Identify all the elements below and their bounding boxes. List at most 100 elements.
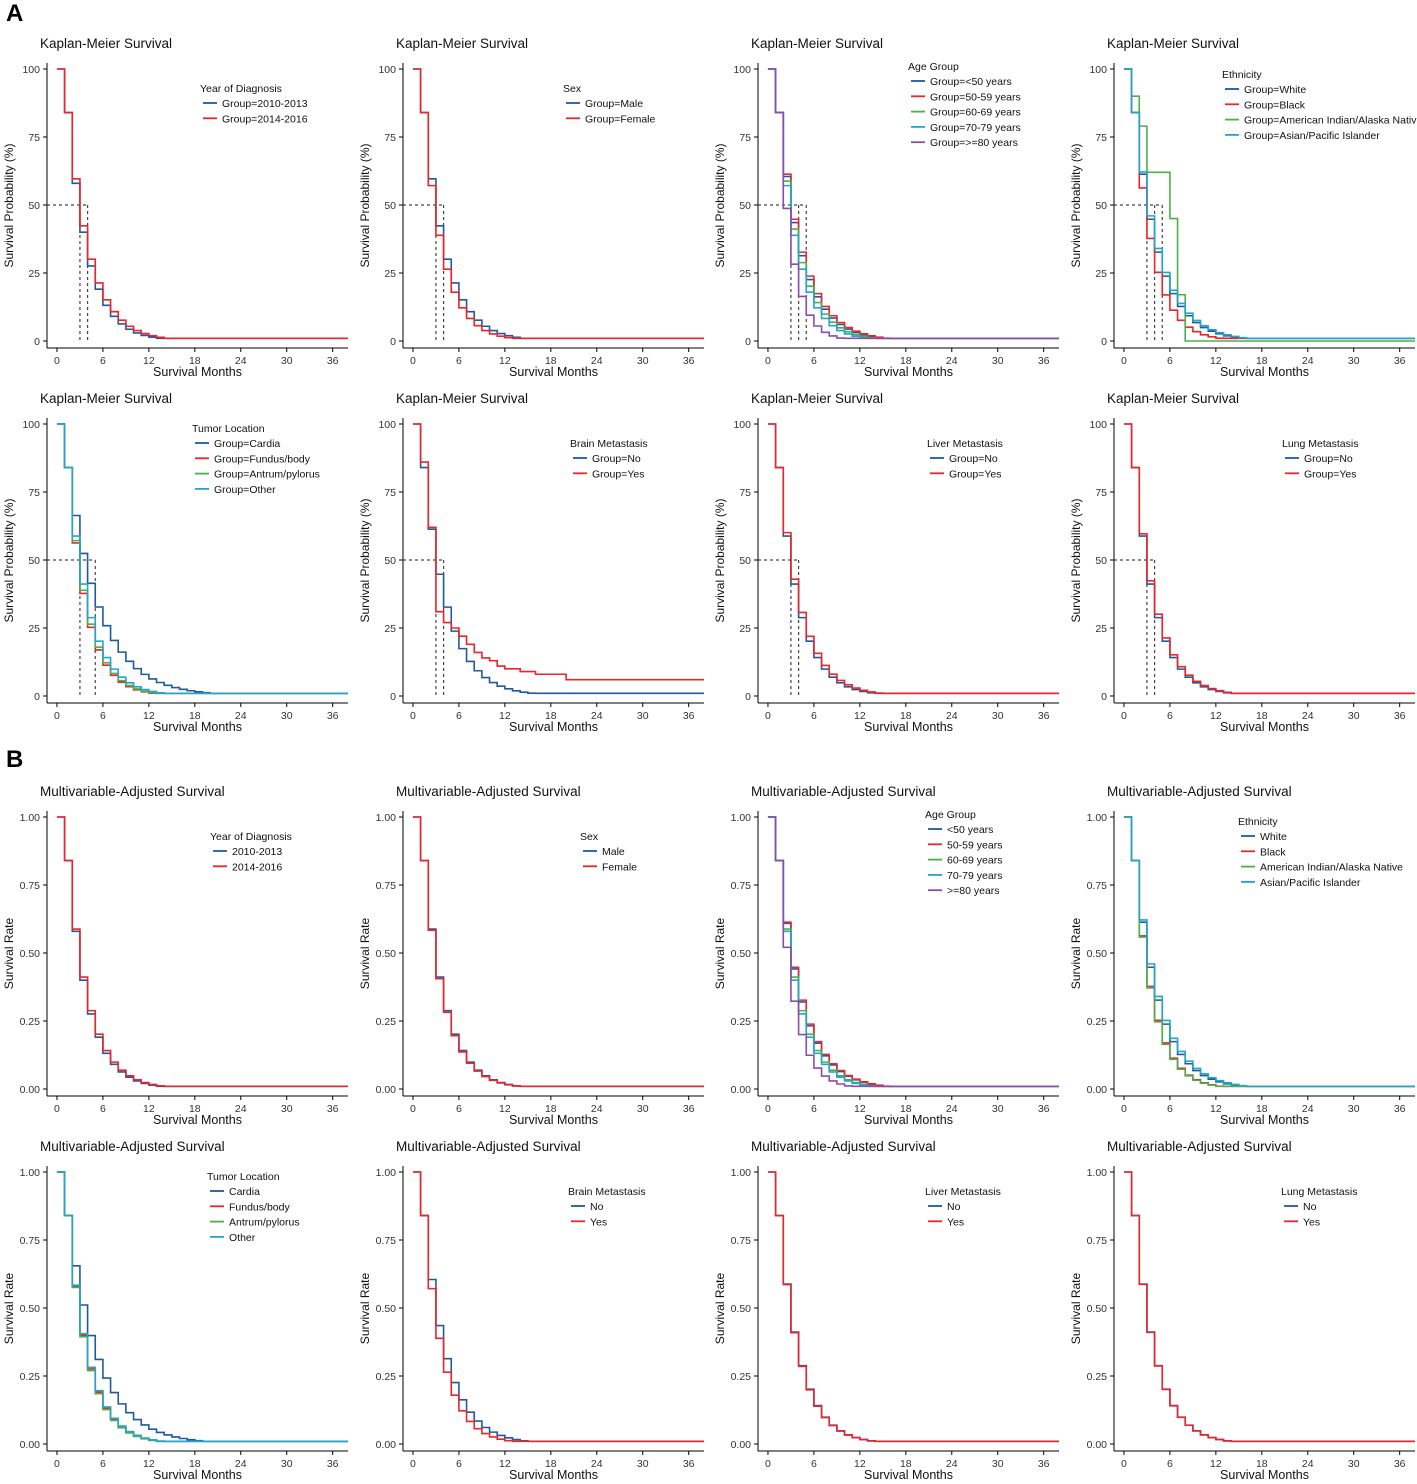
chart-title: Kaplan-Meier Survival: [751, 391, 883, 406]
y-tick-label: 0.50: [731, 1303, 752, 1315]
survival-curve-2: [767, 1171, 1059, 1443]
survival-curve-1: [412, 816, 704, 1088]
x-tick-label: 30: [637, 710, 649, 722]
y-axis-label: Survival Rate: [358, 918, 372, 990]
x-tick-label: 36: [1038, 355, 1050, 367]
legend-entry: <50 years: [947, 824, 993, 836]
legend-entry: No: [947, 1201, 961, 1213]
x-tick-label: 0: [1121, 710, 1127, 722]
x-tick-label: 6: [1167, 1458, 1173, 1470]
y-tick-label: 75: [1095, 132, 1107, 144]
chart-title: Multivariable-Adjusted Survival: [1107, 784, 1292, 799]
x-tick-label: 24: [1302, 710, 1314, 722]
y-tick-label: 50: [739, 200, 751, 212]
y-tick-label: 0: [745, 691, 751, 703]
y-tick-label: 0: [745, 336, 751, 348]
x-tick-label: 12: [143, 1458, 155, 1470]
survival-curve-4: [56, 423, 348, 695]
y-tick-label: 0.75: [1087, 1235, 1108, 1247]
survival-curve-1: [767, 423, 1059, 695]
x-tick-label: 6: [100, 710, 106, 722]
y-tick-label: 0.50: [20, 948, 41, 960]
x-tick-label: 0: [765, 1458, 771, 1470]
legend-title: Year of Diagnosis: [200, 83, 282, 95]
legend-entry: Male: [602, 846, 625, 858]
x-tick-label: 6: [456, 1458, 462, 1470]
x-tick-label: 18: [1256, 1103, 1268, 1115]
y-tick-label: 50: [384, 200, 396, 212]
y-tick-label: 75: [1095, 487, 1107, 499]
survival-curve-1: [412, 423, 704, 695]
legend-entry: Yes: [1303, 1216, 1320, 1228]
x-tick-label: 18: [545, 1458, 557, 1470]
x-tick-label: 18: [545, 355, 557, 367]
x-tick-label: 18: [900, 355, 912, 367]
y-tick-label: 1.00: [20, 1167, 41, 1179]
y-tick-label: 0.50: [20, 1303, 41, 1315]
y-tick-label: 0.25: [376, 1371, 397, 1383]
legend-entry: Group=White: [1244, 84, 1306, 96]
legend-entry: >=80 years: [947, 885, 1000, 897]
chart-panel-10: Multivariable-Adjusted Survival 0.00 0.25 0…: [358, 784, 704, 1127]
x-tick-label: 30: [992, 1458, 1004, 1470]
y-axis-label: Survival Probability (%): [1069, 498, 1083, 622]
x-tick-label: 36: [327, 1458, 339, 1470]
chart-panel-7: Kaplan-Meier Survival 0 25 50 75 100 0 6 12 18 24 3…: [713, 391, 1059, 734]
chart-title: Multivariable-Adjusted Survival: [1107, 1139, 1292, 1154]
y-tick-label: 0.50: [376, 948, 397, 960]
y-axis-label: Survival Rate: [358, 1273, 372, 1345]
y-tick-label: 0: [390, 336, 396, 348]
chart-panel-13: Multivariable-Adjusted Survival 0.00 0.25 0…: [2, 1139, 348, 1482]
y-tick-label: 100: [22, 419, 40, 431]
y-tick-label: 25: [28, 623, 40, 635]
chart-title: Kaplan-Meier Survival: [1107, 36, 1239, 51]
y-tick-label: 50: [28, 200, 40, 212]
y-tick-label: 0.75: [731, 1235, 752, 1247]
x-axis-label: Survival Months: [1220, 1113, 1309, 1127]
legend-title: Liver Metastasis: [927, 438, 1003, 450]
x-tick-label: 0: [765, 710, 771, 722]
y-tick-label: 25: [1095, 268, 1107, 280]
y-axis-label: Survival Rate: [713, 1273, 727, 1345]
y-axis-label: Survival Probability (%): [2, 143, 16, 267]
x-tick-label: 30: [637, 1458, 649, 1470]
x-tick-label: 12: [143, 355, 155, 367]
legend-entry: Group=No: [949, 453, 998, 465]
chart-title: Multivariable-Adjusted Survival: [751, 1139, 936, 1154]
chart-title: Kaplan-Meier Survival: [1107, 391, 1239, 406]
survival-curve-2: [412, 1171, 704, 1443]
y-tick-label: 0: [1101, 336, 1107, 348]
y-tick-label: 0: [34, 691, 40, 703]
survival-curve-1: [56, 816, 348, 1088]
y-tick-label: 100: [733, 419, 751, 431]
y-tick-label: 0.50: [731, 948, 752, 960]
x-tick-label: 18: [900, 710, 912, 722]
legend-title: Sex: [580, 831, 599, 843]
legend-entry: Group=Other: [214, 484, 276, 496]
y-tick-label: 25: [384, 623, 396, 635]
legend-title: Lung Metastasis: [1281, 1186, 1357, 1198]
x-tick-label: 24: [591, 1103, 603, 1115]
x-axis-label: Survival Months: [509, 720, 598, 734]
survival-curve-4: [767, 816, 1059, 1088]
y-tick-label: 1.00: [1087, 1167, 1108, 1179]
survival-curve-4: [1123, 816, 1415, 1088]
y-tick-label: 0.75: [20, 1235, 41, 1247]
chart-panel-6: Kaplan-Meier Survival 0 25 50 75 100 0 6 12 18 24 3…: [358, 391, 704, 734]
y-tick-label: 0: [34, 336, 40, 348]
x-tick-label: 6: [811, 710, 817, 722]
x-tick-label: 6: [100, 355, 106, 367]
x-tick-label: 24: [946, 710, 958, 722]
chart-panel-16: Multivariable-Adjusted Survival 0.00 0.25 0…: [1069, 1139, 1415, 1482]
x-tick-label: 6: [1167, 355, 1173, 367]
legend-entry: No: [1303, 1201, 1317, 1213]
survival-curve-1: [767, 816, 1059, 1088]
x-tick-label: 24: [235, 1103, 247, 1115]
chart-title: Multivariable-Adjusted Survival: [396, 1139, 581, 1154]
legend-title: Ethnicity: [1238, 816, 1278, 828]
x-tick-label: 24: [946, 1458, 958, 1470]
x-tick-label: 30: [281, 1103, 293, 1115]
x-tick-label: 24: [1302, 355, 1314, 367]
legend-entry: Group=<50 years: [930, 76, 1012, 88]
x-axis-label: Survival Months: [509, 1113, 598, 1127]
